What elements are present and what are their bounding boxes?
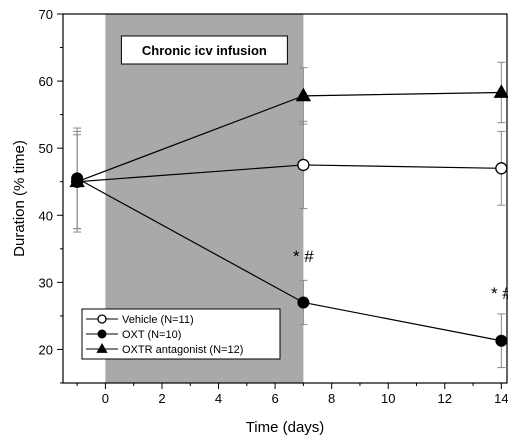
significance-annotation: * # [491,284,508,303]
x-tick-label: 8 [328,391,335,406]
x-axis-title: Time (days) [246,419,325,436]
oxtr-antagonist-data-point [69,173,85,188]
y-tick-label: 60 [39,74,53,89]
infusion-label: Chronic icv infusion [142,43,267,58]
x-tick-label: 0 [102,391,109,406]
y-axis-title: Duration (% time) [11,140,28,257]
plot-frame [62,13,508,384]
oxt-data-point [297,296,310,309]
x-tick-label: 10 [381,391,395,406]
oxtr-antagonist-legend-label: OXTR antagonist (N=12) [122,344,243,356]
vehicle-data-point [297,158,310,172]
x-tick-label: 4 [215,391,222,406]
oxtr-antagonist-data-point [295,87,312,102]
oxt-data-point [495,334,508,347]
y-tick-label: 70 [39,7,53,22]
infusion-label-box [120,35,288,65]
oxt-legend-label: OXT (N=10) [122,329,181,341]
vehicle-data-point [495,162,508,175]
y-tick-label: 50 [39,141,53,156]
y-tick-label: 20 [39,342,53,357]
x-tick-label: 14 [494,391,508,406]
vehicle-legend-label: Vehicle (N=11) [122,314,194,326]
oxtr-antagonist-legend-marker [96,342,108,353]
y-tick-label: 40 [39,208,53,223]
vehicle-legend-marker [97,314,107,324]
oxtr-antagonist-data-point [493,84,508,98]
x-tick-label: 12 [438,391,452,406]
significance-annotation: * # [293,247,314,266]
x-tick-label: 2 [158,391,165,406]
oxt-legend-marker [97,329,107,339]
x-tick-label: 6 [271,391,278,406]
y-tick-label: 30 [39,275,53,290]
